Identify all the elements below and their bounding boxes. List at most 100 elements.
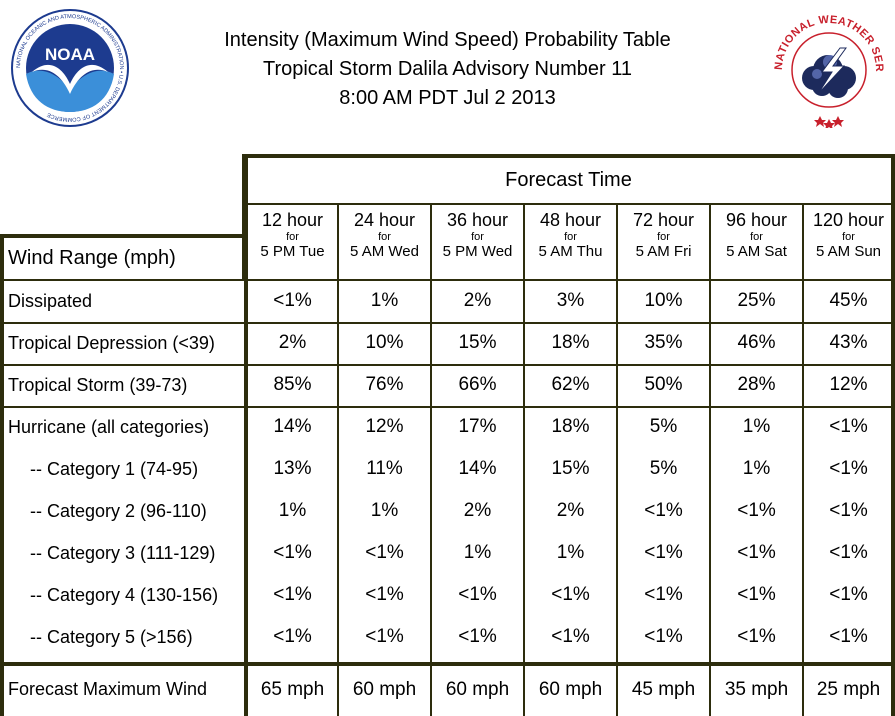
- column-when: 5 AM Wed: [350, 243, 419, 260]
- column-hours: 48 hour: [539, 210, 602, 230]
- column-hours: 24 hour: [353, 210, 416, 230]
- table-cell: 76%: [365, 374, 404, 395]
- row-label: Dissipated: [8, 290, 93, 311]
- row-label: Hurricane (all categories): [8, 416, 210, 437]
- column-when: 5 AM Thu: [538, 243, 603, 260]
- column-header: 120 hour for 5 AM Sun: [804, 206, 893, 279]
- table-row: Dissipated <1% 1% 2% 3% 10% 25% 45%: [0, 280, 895, 322]
- noaa-logo: NATIONAL OCEANIC AND ATMOSPHERIC ADMINIS…: [11, 9, 129, 127]
- border-header-bottom: [0, 279, 895, 281]
- table-cell: 3%: [556, 290, 585, 311]
- border-wind-top: [0, 234, 246, 238]
- row-label: Tropical Storm (39-73): [8, 374, 188, 395]
- table-cell: 12%: [365, 416, 404, 437]
- table-row: Tropical Depression (<39) 2% 10% 15% 18% 35% 4…: [0, 322, 895, 364]
- column-separator: [430, 205, 432, 716]
- table-cell: 35 mph: [724, 678, 789, 700]
- column-header: 24 hour for 5 AM Wed: [339, 206, 430, 279]
- table-cell: 18%: [551, 332, 590, 353]
- column-separator: [244, 154, 248, 716]
- table-cell: 1%: [742, 458, 771, 479]
- table-cell: 46%: [737, 332, 776, 353]
- column-for: for: [564, 231, 577, 243]
- table-cell: <1%: [737, 542, 776, 563]
- table-cell: 2%: [463, 290, 492, 311]
- column-header: 12 hour for 5 PM Tue: [248, 206, 337, 279]
- row-label: -- Category 3 (111-129): [30, 542, 216, 563]
- table-cell: <1%: [365, 584, 404, 605]
- row-separator: [0, 406, 895, 408]
- table-cell: <1%: [829, 584, 868, 605]
- column-when: 5 AM Fri: [635, 243, 692, 260]
- table-cell: <1%: [644, 626, 683, 647]
- column-separator: [523, 205, 525, 716]
- column-when: 5 AM Sun: [815, 243, 882, 260]
- table-cell: <1%: [829, 416, 868, 437]
- table-cell: <1%: [829, 542, 868, 563]
- border-forecast-bottom: [244, 203, 895, 205]
- table-row: -- Category 2 (96-110) 1% 1% 2% 2% <1% <1% <1%: [0, 490, 895, 532]
- row-separator: [0, 364, 895, 366]
- table-cell: 60 mph: [352, 678, 417, 700]
- table-cell: <1%: [458, 626, 497, 647]
- table-cell: <1%: [273, 626, 312, 647]
- table-cell: 11%: [366, 458, 403, 479]
- table-cell: 1%: [370, 290, 399, 311]
- table-cell: 65 mph: [260, 678, 325, 700]
- row-label: -- Category 4 (130-156): [30, 584, 219, 605]
- table-cell: <1%: [737, 626, 776, 647]
- table-cell: 10%: [644, 290, 683, 311]
- forecast-time-label: Forecast Time: [505, 168, 632, 191]
- column-separator: [802, 205, 804, 716]
- table-row: -- Category 4 (130-156) <1% <1% <1% <1% <1% <1…: [0, 574, 895, 616]
- forecast-time-header: Forecast Time: [246, 158, 891, 202]
- table-cell: <1%: [829, 500, 868, 521]
- row-label: Forecast Maximum Wind: [8, 679, 208, 699]
- wind-range-header: Wind Range (mph): [8, 237, 176, 280]
- column-when: 5 PM Tue: [260, 243, 325, 260]
- table-cell: <1%: [644, 500, 683, 521]
- table-cell: <1%: [273, 584, 312, 605]
- table-cell: <1%: [273, 542, 312, 563]
- table-cell: 2%: [278, 332, 307, 353]
- table-cell: 5%: [649, 416, 678, 437]
- table-cell: 18%: [551, 416, 590, 437]
- table-row: Tropical Storm (39-73) 85% 76% 66% 62% 50% 28%…: [0, 364, 895, 406]
- noaa-logo-text: NOAA: [45, 45, 95, 64]
- table-cell: <1%: [737, 584, 776, 605]
- title-line-2: Tropical Storm Dalila Advisory Number 11: [262, 58, 632, 80]
- border-top: [242, 154, 895, 158]
- column-separator: [709, 205, 711, 716]
- table-row: Hurricane (all categories) 14% 12% 17% 18% 5%…: [0, 406, 895, 448]
- column-hours: 72 hour: [632, 210, 695, 230]
- row-label: -- Category 5 (>156): [30, 626, 193, 647]
- row-separator-thick: [0, 662, 895, 666]
- table-cell: 1%: [556, 542, 585, 563]
- table-cell: <1%: [829, 458, 868, 479]
- border-right: [891, 154, 895, 716]
- row-label: -- Category 2 (96-110): [30, 500, 207, 521]
- table-cell: 62%: [551, 374, 590, 395]
- table-cell: 15%: [551, 458, 590, 479]
- table-cell: <1%: [365, 542, 404, 563]
- title-line-1: Intensity (Maximum Wind Speed) Probabili…: [224, 29, 671, 51]
- table-cell: 1%: [278, 500, 307, 521]
- column-for: for: [842, 231, 855, 243]
- column-for: for: [378, 231, 391, 243]
- table-cell: 45%: [829, 290, 868, 311]
- table-cell: <1%: [737, 500, 776, 521]
- table-cell: <1%: [644, 584, 683, 605]
- row-label: Tropical Depression (<39): [8, 332, 215, 353]
- table-cell: 25%: [737, 290, 776, 311]
- column-header: 48 hour for 5 AM Thu: [525, 206, 616, 279]
- table-cell: 50%: [644, 374, 683, 395]
- column-separator: [337, 205, 339, 716]
- title-line-3: 8:00 AM PDT Jul 2 2013: [339, 87, 556, 109]
- table-cell: 60 mph: [445, 678, 510, 700]
- page-title: Intensity (Maximum Wind Speed) Probabili…: [140, 26, 755, 113]
- column-for: for: [657, 231, 670, 243]
- wind-range-label: Wind Range (mph): [8, 247, 176, 269]
- nws-logo: NATIONAL WEATHER SERVICE: [770, 8, 885, 128]
- table-cell: <1%: [365, 626, 404, 647]
- table-cell: 35%: [644, 332, 683, 353]
